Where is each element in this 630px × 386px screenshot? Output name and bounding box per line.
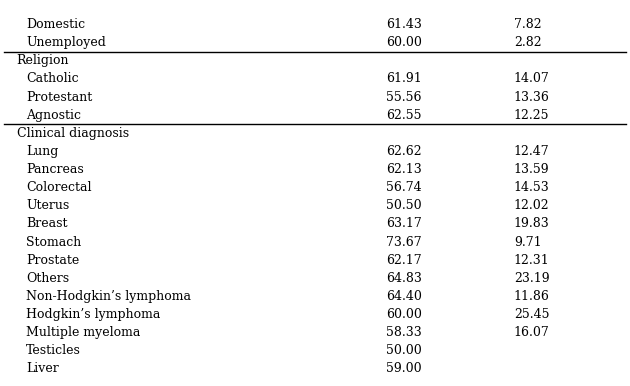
Text: 11.86: 11.86 [514, 290, 550, 303]
Text: 62.17: 62.17 [386, 254, 422, 267]
Text: 63.17: 63.17 [386, 217, 422, 230]
Text: 12.02: 12.02 [514, 199, 549, 212]
Text: 9.71: 9.71 [514, 235, 542, 249]
Text: 19.83: 19.83 [514, 217, 550, 230]
Text: Breast: Breast [26, 217, 67, 230]
Text: 55.56: 55.56 [386, 91, 422, 103]
Text: Protestant: Protestant [26, 91, 92, 103]
Text: 58.33: 58.33 [386, 326, 422, 339]
Text: Testicles: Testicles [26, 344, 81, 357]
Text: Hodgkin’s lymphoma: Hodgkin’s lymphoma [26, 308, 160, 321]
Text: 60.00: 60.00 [386, 308, 422, 321]
Text: Unemployed: Unemployed [26, 36, 106, 49]
Text: 12.47: 12.47 [514, 145, 549, 158]
Text: Colorectal: Colorectal [26, 181, 91, 194]
Text: 14.07: 14.07 [514, 73, 550, 85]
Text: 14.53: 14.53 [514, 181, 550, 194]
Text: 2.82: 2.82 [514, 36, 542, 49]
Text: 50.00: 50.00 [386, 344, 422, 357]
Text: 13.36: 13.36 [514, 91, 550, 103]
Text: Non-Hodgkin’s lymphoma: Non-Hodgkin’s lymphoma [26, 290, 191, 303]
Text: 61.91: 61.91 [386, 73, 422, 85]
Text: 61.43: 61.43 [386, 18, 422, 31]
Text: 50.50: 50.50 [386, 199, 422, 212]
Text: 13.59: 13.59 [514, 163, 549, 176]
Text: Agnostic: Agnostic [26, 109, 81, 122]
Text: 73.67: 73.67 [386, 235, 422, 249]
Text: 23.19: 23.19 [514, 272, 549, 285]
Text: 7.82: 7.82 [514, 18, 542, 31]
Text: Catholic: Catholic [26, 73, 79, 85]
Text: Domestic: Domestic [26, 18, 85, 31]
Text: 60.00: 60.00 [386, 36, 422, 49]
Text: Prostate: Prostate [26, 254, 79, 267]
Text: 64.83: 64.83 [386, 272, 422, 285]
Text: 64.40: 64.40 [386, 290, 422, 303]
Text: Religion: Religion [16, 54, 69, 67]
Text: 59.00: 59.00 [386, 362, 422, 376]
Text: 56.74: 56.74 [386, 181, 422, 194]
Text: Multiple myeloma: Multiple myeloma [26, 326, 140, 339]
Text: Clinical diagnosis: Clinical diagnosis [16, 127, 129, 140]
Text: Liver: Liver [26, 362, 59, 376]
Text: Uterus: Uterus [26, 199, 69, 212]
Text: Stomach: Stomach [26, 235, 81, 249]
Text: 12.25: 12.25 [514, 109, 549, 122]
Text: 62.55: 62.55 [386, 109, 422, 122]
Text: 16.07: 16.07 [514, 326, 550, 339]
Text: Pancreas: Pancreas [26, 163, 84, 176]
Text: 12.31: 12.31 [514, 254, 550, 267]
Text: 25.45: 25.45 [514, 308, 549, 321]
Text: 62.62: 62.62 [386, 145, 422, 158]
Text: Lung: Lung [26, 145, 59, 158]
Text: Others: Others [26, 272, 69, 285]
Text: 62.13: 62.13 [386, 163, 422, 176]
